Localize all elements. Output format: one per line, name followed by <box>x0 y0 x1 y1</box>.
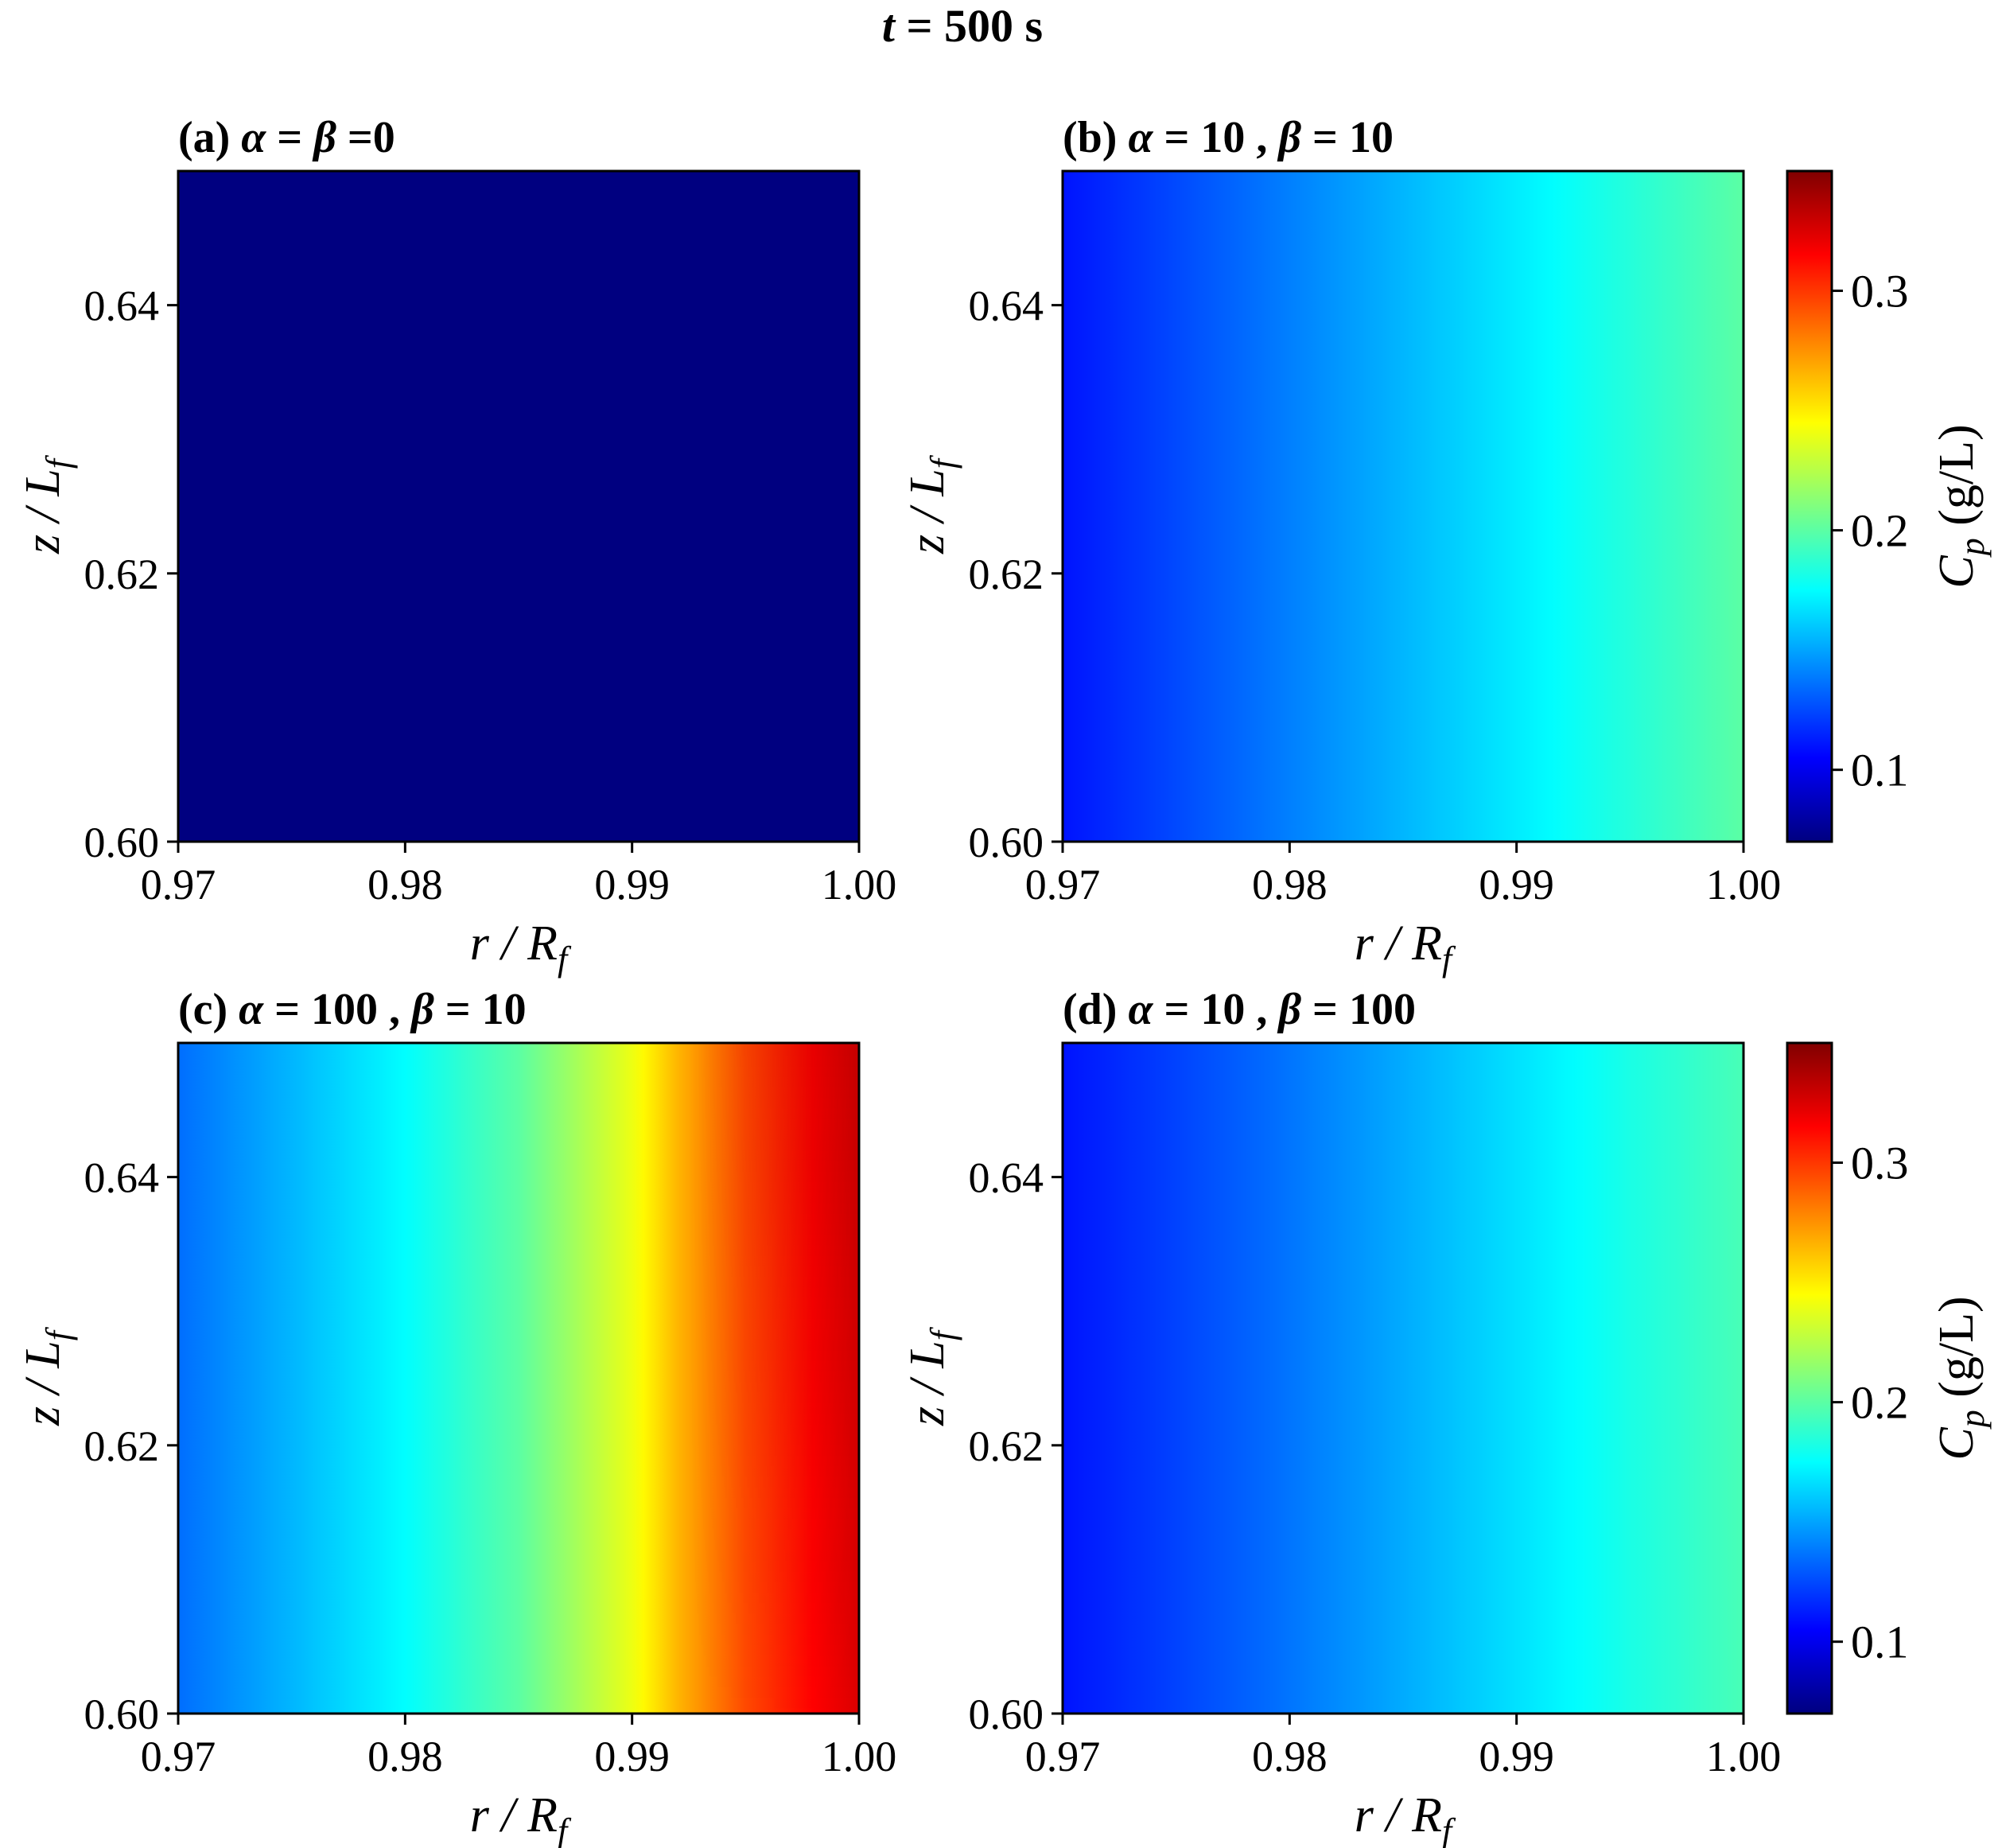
x-tick-label: 0.98 <box>367 861 443 908</box>
y-tick-label: 0.62 <box>969 551 1044 598</box>
colorbar-tick-label: 0.2 <box>1851 1377 1909 1429</box>
colorbar-gradient <box>1787 171 1832 842</box>
colorbar-frame <box>1786 1041 1833 1715</box>
colorbar-tick-label: 0.2 <box>1851 505 1909 557</box>
axes-frame <box>1061 169 1745 843</box>
colorbar: 0.1 0.2 0.3 Cp (g/L) <box>1786 1041 1992 1715</box>
colorbar-tick-label: 0.1 <box>1851 1617 1909 1668</box>
y-tick-label: 0.60 <box>969 1690 1044 1738</box>
y-tick-label: 0.64 <box>969 282 1044 330</box>
x-tick-label: 0.97 <box>141 861 216 908</box>
axes-frame <box>1061 1041 1745 1715</box>
axes-frame <box>177 1041 861 1715</box>
figure-title: t = 500 s <box>882 0 1043 52</box>
y-tick-label: 0.62 <box>969 1422 1044 1470</box>
figure-title-var: t <box>882 0 896 52</box>
colorbar: 0.1 0.2 0.3 Cp (g/L) <box>1786 169 1992 843</box>
colorbar-label: Cp (g/L) <box>1930 1296 1992 1460</box>
x-tick-label: 0.99 <box>1479 1733 1554 1780</box>
subplot-a: 0.97 0.98 0.99 1.00 0.60 0.62 0.64 r / Rf z / Lf… <box>16 113 896 978</box>
heatmap-field <box>1063 1043 1743 1714</box>
subplot-c: 0.97 0.98 0.99 1.00 0.60 0.62 0.64 r / Rf z / Lf… <box>16 985 896 1848</box>
colorbars-group: 0.1 0.2 0.3 Cp (g/L) 0.1 0.2 0.3 Cp (g/L) <box>1786 169 1992 1715</box>
panel-title: (c) α = 100 , β = 10 <box>178 985 527 1034</box>
y-tick-label: 0.64 <box>84 282 160 330</box>
axes-frame <box>177 169 861 843</box>
heatmap-field <box>178 171 859 842</box>
y-axis-label: z / Lf <box>900 454 962 554</box>
colorbar-tick-label: 0.1 <box>1851 745 1909 796</box>
x-tick-label: 1.00 <box>1706 1733 1782 1780</box>
y-axis-label: z / Lf <box>16 454 78 554</box>
colorbar-frame <box>1786 169 1833 843</box>
y-tick-label: 0.62 <box>84 551 160 598</box>
plots-group: 0.97 0.98 0.99 1.00 0.60 0.62 0.64 r / Rf z / Lf… <box>16 113 1781 1848</box>
x-axis-label: r / Rf <box>1355 916 1456 978</box>
colorbar-tick-label: 0.3 <box>1851 1138 1909 1189</box>
y-tick-label: 0.62 <box>84 1422 160 1470</box>
subplot-d: 0.97 0.98 0.99 1.00 0.60 0.62 0.64 r / Rf z / Lf… <box>900 985 1781 1848</box>
heatmap-axial-shading <box>178 1043 859 1714</box>
y-axis-label: z / Lf <box>16 1326 78 1426</box>
y-tick-label: 0.60 <box>84 1690 160 1738</box>
heatmap-field <box>1063 171 1743 842</box>
colorbar-gradient <box>1787 1043 1832 1714</box>
x-tick-label: 0.99 <box>1479 861 1554 908</box>
x-axis-label: r / Rf <box>1355 1788 1456 1848</box>
x-tick-label: 1.00 <box>822 1733 897 1780</box>
y-tick-label: 0.64 <box>969 1154 1044 1202</box>
x-tick-label: 1.00 <box>822 861 897 908</box>
x-tick-label: 1.00 <box>1706 861 1782 908</box>
x-tick-label: 0.98 <box>367 1733 443 1780</box>
y-axis-label: z / Lf <box>900 1326 962 1426</box>
x-tick-label: 0.97 <box>1025 1733 1101 1780</box>
x-tick-label: 0.99 <box>594 861 670 908</box>
x-axis-label: r / Rf <box>470 1788 572 1848</box>
x-tick-label: 0.98 <box>1252 1733 1328 1780</box>
x-axis-label: r / Rf <box>470 916 572 978</box>
panel-title: (a) α = β =0 <box>178 113 395 162</box>
y-tick-label: 0.60 <box>84 819 160 866</box>
colorbar-tick-label: 0.3 <box>1851 266 1909 317</box>
y-tick-label: 0.64 <box>84 1154 160 1202</box>
figure-title-rest: = 500 s <box>895 0 1043 52</box>
y-tick-label: 0.60 <box>969 819 1044 866</box>
colorbar-label: Cp (g/L) <box>1930 424 1992 588</box>
subplot-b: 0.97 0.98 0.99 1.00 0.60 0.62 0.64 r / Rf z / Lf… <box>900 113 1781 978</box>
x-tick-label: 0.97 <box>1025 861 1101 908</box>
panel-title: (b) α = 10 , β = 10 <box>1063 113 1394 162</box>
panel-title: (d) α = 10 , β = 100 <box>1063 985 1416 1034</box>
x-tick-label: 0.98 <box>1252 861 1328 908</box>
x-tick-label: 0.99 <box>594 1733 670 1780</box>
x-tick-label: 0.97 <box>141 1733 216 1780</box>
